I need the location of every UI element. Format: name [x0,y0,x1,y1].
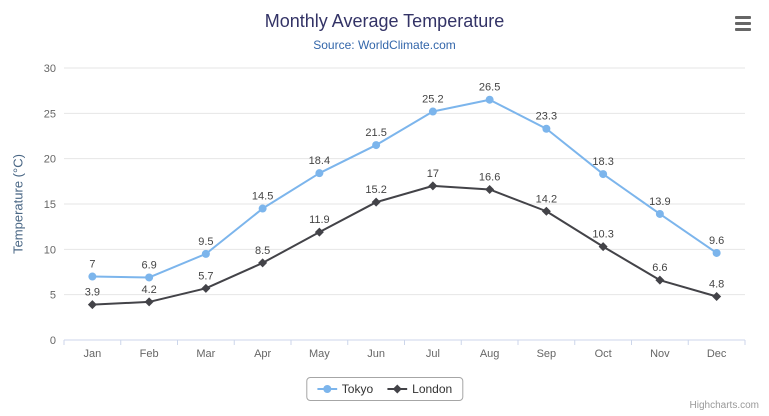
y-tick-label: 0 [50,335,56,347]
data-label: 14.2 [536,193,557,205]
data-label: 4.2 [141,284,156,296]
x-tick-label: Jan [84,348,102,360]
data-label: 5.7 [198,270,213,282]
x-tick-label: Jul [426,348,440,360]
y-tick-label: 20 [44,154,56,166]
data-point-tokyo[interactable] [655,209,664,218]
data-point-london[interactable] [655,275,665,285]
data-point-tokyo[interactable] [88,272,97,281]
data-label: 17 [427,168,439,180]
menu-line [735,15,751,19]
data-point-london[interactable] [428,181,438,191]
x-tick-label: Jun [367,348,385,360]
data-point-tokyo[interactable] [145,273,154,282]
hamburger-menu-icon [735,15,753,31]
data-label: 8.5 [255,245,270,257]
y-axis-title: Temperature (°C) [10,154,26,254]
x-tick-label: Apr [254,348,271,360]
x-tick-label: Feb [140,348,159,360]
menu-line [735,21,751,25]
data-point-london[interactable] [485,184,495,194]
data-label: 9.6 [709,235,724,247]
chart-title: Monthly Average Temperature [264,11,505,31]
y-tick-label: 10 [44,244,56,256]
data-point-tokyo[interactable] [428,107,437,116]
y-tick-label: 30 [44,63,56,75]
data-point-tokyo[interactable] [315,169,324,178]
export-menu-button[interactable] [731,12,757,34]
x-tick-label: Dec [707,348,727,360]
data-point-london[interactable] [541,206,551,216]
series-line-tokyo [91,98,718,279]
data-point-tokyo[interactable] [599,170,608,179]
data-point-tokyo[interactable] [542,124,551,133]
x-tick-label: Mar [196,348,215,360]
credits-link[interactable]: Highcharts.com [689,400,759,411]
data-label: 3.9 [85,287,100,299]
chart-subtitle: Source: WorldClimate.com [313,38,456,52]
legend: Tokyo London [305,377,464,401]
x-tick-label: Nov [650,348,670,360]
data-point-london[interactable] [258,258,268,268]
menu-line [735,27,751,31]
data-label: 7 [89,259,95,271]
data-label: 25.2 [422,94,443,106]
data-point-tokyo[interactable] [372,141,381,150]
data-label: 26.5 [479,82,500,94]
data-point-tokyo[interactable] [485,95,494,104]
data-label: 14.5 [252,191,273,203]
data-point-london[interactable] [314,227,324,237]
data-point-london[interactable] [144,297,154,307]
data-label: 15.2 [365,184,386,196]
legend-marker-diamond-icon [387,384,408,394]
legend-label: London [412,382,453,396]
data-label: 4.8 [709,278,724,290]
data-label: 18.4 [309,155,330,167]
legend-marker-circle-icon [316,385,337,393]
y-tick-label: 25 [44,108,56,120]
x-tick-label: Oct [595,348,612,360]
data-point-london[interactable] [371,197,381,207]
x-tick-label: Sep [537,348,557,360]
data-label: 13.9 [649,196,670,208]
data-label: 16.6 [479,171,500,183]
data-point-tokyo[interactable] [712,248,721,257]
x-tick-label: Aug [480,348,500,360]
legend-item-london[interactable]: London [387,382,452,396]
data-point-tokyo[interactable] [258,204,267,213]
data-label: 11.9 [309,214,330,226]
legend-label: Tokyo [341,382,374,396]
data-point-london[interactable] [201,283,211,293]
data-point-tokyo[interactable] [201,249,210,258]
data-label: 10.3 [592,229,613,241]
data-label: 23.3 [536,111,557,123]
data-point-london[interactable] [712,291,722,301]
y-tick-label: 5 [50,290,56,302]
data-label: 9.5 [198,236,213,248]
data-label: 21.5 [365,127,386,139]
x-tick-label: May [309,348,330,360]
data-label: 18.3 [592,156,613,168]
data-label: 6.6 [652,262,667,274]
legend-item-tokyo[interactable]: Tokyo [316,382,374,396]
data-point-london[interactable] [598,242,608,252]
data-label: 6.9 [141,259,156,271]
series-line-london [91,184,718,306]
data-point-london[interactable] [87,300,97,310]
y-tick-label: 15 [44,199,56,211]
